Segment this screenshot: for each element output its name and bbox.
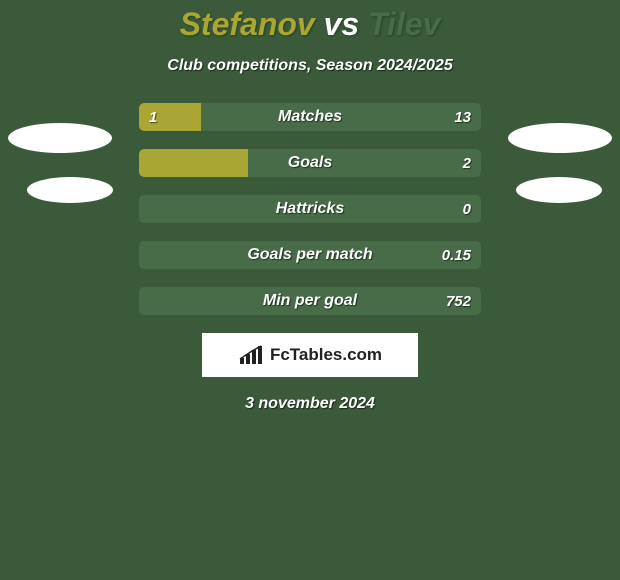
page-title: Stefanov vs Tilev bbox=[0, 0, 620, 43]
stat-label: Matches bbox=[139, 103, 481, 131]
player1-name: Stefanov bbox=[180, 6, 315, 42]
stat-label: Min per goal bbox=[139, 287, 481, 315]
stat-bar: Min per goal752 bbox=[139, 287, 481, 315]
stat-bar: 1Matches13 bbox=[139, 103, 481, 131]
stat-label: Goals bbox=[139, 149, 481, 177]
stat-right-value: 0.15 bbox=[442, 241, 471, 269]
brand-chart-icon bbox=[238, 344, 264, 366]
vs-text: vs bbox=[324, 6, 360, 42]
stat-bar: Hattricks0 bbox=[139, 195, 481, 223]
brand-text: FcTables.com bbox=[270, 345, 382, 365]
player2-avatar-small bbox=[516, 177, 602, 203]
stat-right-value: 2 bbox=[463, 149, 471, 177]
player2-avatar-large bbox=[508, 123, 612, 153]
stat-label: Hattricks bbox=[139, 195, 481, 223]
player1-avatar-small bbox=[27, 177, 113, 203]
brand-box: FcTables.com bbox=[202, 333, 418, 377]
stat-right-value: 13 bbox=[454, 103, 471, 131]
player2-name: Tilev bbox=[368, 6, 440, 42]
stat-right-value: 752 bbox=[446, 287, 471, 315]
stat-label: Goals per match bbox=[139, 241, 481, 269]
stat-right-value: 0 bbox=[463, 195, 471, 223]
date-text: 3 november 2024 bbox=[0, 395, 620, 413]
subtitle: Club competitions, Season 2024/2025 bbox=[0, 57, 620, 75]
player1-avatar-large bbox=[8, 123, 112, 153]
stat-rows: 1Matches13 Goals2 Hattricks0 Goals per matc… bbox=[139, 103, 481, 315]
stat-bar: Goals per match0.15 bbox=[139, 241, 481, 269]
stat-bar: Goals2 bbox=[139, 149, 481, 177]
comparison-card: Stefanov vs Tilev Club competitions, Sea… bbox=[0, 0, 620, 580]
